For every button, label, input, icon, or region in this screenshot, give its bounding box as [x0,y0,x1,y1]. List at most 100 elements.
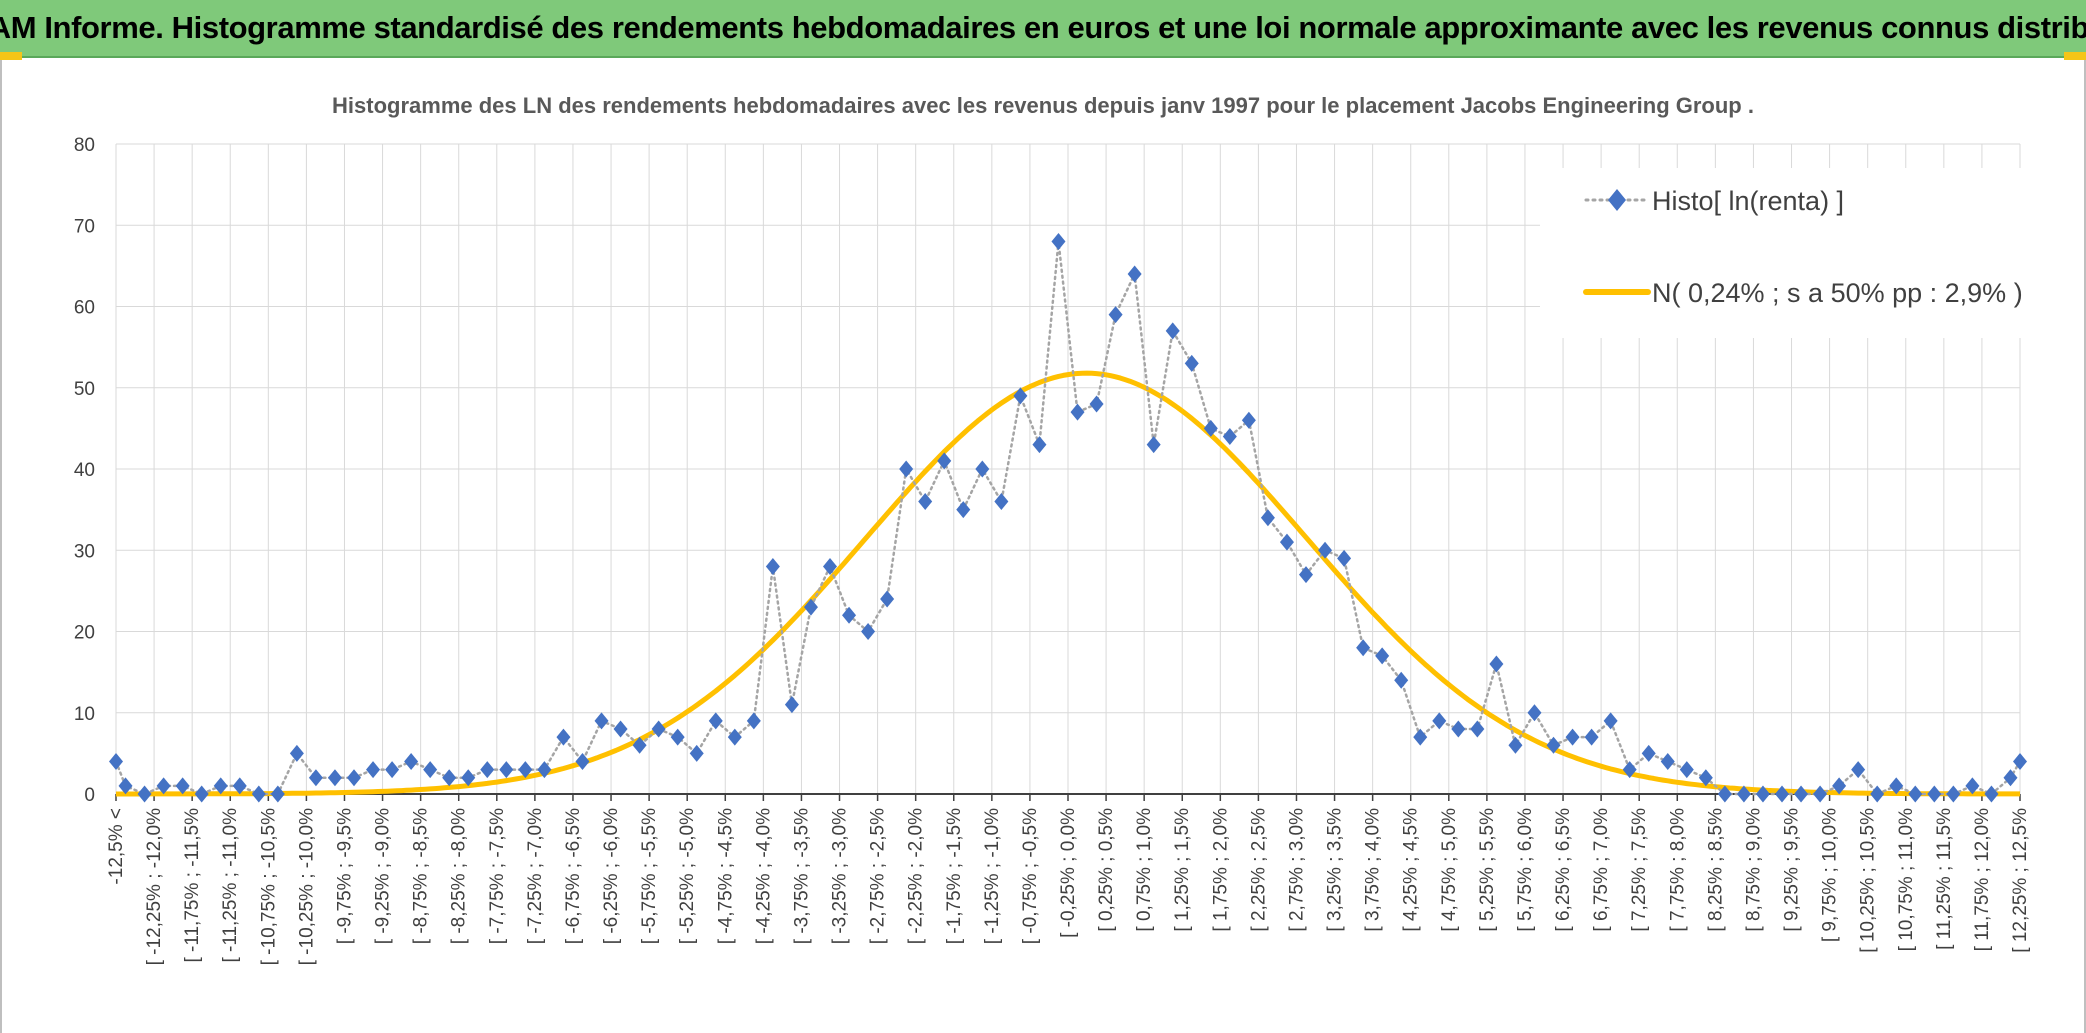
histogram-point [137,785,152,803]
histogram-point [1508,736,1523,754]
legend-background [1540,168,2060,338]
x-tick-label: [ -5,75% ; -5,5% [639,808,660,944]
histogram-point [975,460,990,478]
histogram-point [1584,728,1599,746]
histogram-point [880,590,895,608]
histogram-point [1375,647,1390,665]
x-tick-label: [ -2,75% ; -2,5% [868,808,889,944]
histogram-point [1470,720,1485,738]
y-tick-label: 80 [74,135,95,156]
histogram-point [1717,785,1732,803]
histogram-point [861,623,876,640]
histogram-point [213,777,228,795]
x-tick-label: [ -6,25% ; -6,0% [601,808,622,944]
histogram-point [251,785,266,803]
histogram-point [1641,744,1656,762]
y-axis: 0 10 20 30 40 50 60 70 80 [74,135,95,806]
x-tick-label: [ -7,75% ; -7,5% [487,808,508,944]
x-tick-label: -12,5% < [106,808,127,885]
histogram-point [1146,436,1161,454]
x-tick-label: [ 2,75% ; 3,0% [1286,808,1307,932]
accent-corner-right [2064,52,2086,60]
x-tick-label: [ -0,25% ; 0,0% [1058,808,1079,938]
report-title: ADAM Informe. Histogramme standardisé de… [0,10,2086,45]
y-tick-label: 60 [74,298,95,319]
histogram-point [1851,761,1866,779]
histogram-point [1679,761,1694,779]
histogram-point [1736,785,1751,803]
histogram-point [708,712,723,730]
histogram-point [1908,785,1923,803]
histogram-point [784,696,799,714]
histogram-point [670,728,685,746]
histogram-point [499,761,514,779]
x-tick-label: [ -12,25% ; -12,0% [144,808,165,965]
chart-title: Histogramme des LN des rendements hebdom… [332,93,1754,118]
x-tick-label: [ -3,75% ; -3,5% [791,808,812,944]
histogram-point [1965,777,1980,795]
x-tick-label: [ 2,25% ; 2,5% [1248,808,1269,932]
histogram-point [2013,753,2027,770]
histogram-point [1755,785,1770,803]
histogram-point [1318,541,1333,559]
histogram-point [1870,785,1885,803]
histogram-point [1698,769,1713,787]
histogram-point [175,777,190,795]
x-tick-label: [ 7,25% ; 7,5% [1629,808,1650,932]
histogram-point [2003,769,2018,787]
x-tick-label: [ -8,75% ; -8,5% [411,808,432,944]
histogram-point [1184,354,1199,372]
x-tick-label: [ 12,25% ; 12,5% [2010,808,2031,953]
histogram-point [194,785,209,803]
chart-grid [115,143,2021,795]
histogram-point [899,460,914,478]
histogram-point [1413,728,1428,746]
x-tick-label: [ -1,75% ; -1,5% [944,808,965,944]
x-tick-label: [ 9,25% ; 9,5% [1782,808,1803,932]
histogram-point [689,744,704,762]
histogram-point [651,720,666,738]
x-axis: -12,5% < [ -12,25% ; -12,0% [ -11,75% ; -1… [106,793,2031,965]
y-tick-label: 20 [74,623,95,644]
x-tick-label: [ 1,25% ; 1,5% [1172,808,1193,932]
x-tick-label: [ 5,75% ; 6,0% [1515,808,1536,932]
x-tick-label: [ -2,25% ; -2,0% [906,808,927,944]
legend-histo-label: Histo[ ln(renta) ] [1652,186,1844,216]
x-tick-label: [ -9,25% ; -9,0% [373,808,394,944]
histogram-point [937,452,952,470]
histogram-point [423,761,438,779]
histogram-point [1813,785,1828,803]
histogram-point [613,720,628,738]
x-tick-label: [ -3,25% ; -3,0% [830,808,851,944]
histogram-point [1622,761,1637,779]
x-tick-label: [ -4,75% ; -4,5% [715,808,736,944]
x-tick-label: [ 3,75% ; 4,0% [1363,808,1384,932]
histogram-point [842,606,857,624]
histogram-point [461,769,476,787]
histogram-point [1051,233,1066,250]
x-tick-label: [ 4,25% ; 4,5% [1401,808,1422,932]
histogram-point [1356,639,1371,657]
histogram-point [480,761,495,779]
x-tick-label: [ 10,25% ; 10,5% [1858,808,1879,953]
legend-histo-marker [1608,189,1626,211]
histogram-point [1165,322,1180,340]
histogram-point [1203,419,1218,437]
histogram-point [1222,428,1237,445]
x-tick-label: [ 11,25% ; 11,5% [1934,808,1955,950]
histogram-point [803,598,818,616]
normal-curve-series [116,370,2020,797]
histogram-point [594,712,609,730]
histogram-point [1432,712,1447,730]
chart-frame [0,60,2086,1033]
histogram-point [156,777,171,795]
x-tick-label: [ 8,25% ; 8,5% [1705,808,1726,932]
histogram-point [118,777,133,795]
histogram-point [308,769,323,787]
legend-normal-label: N( 0,24% ; s a 50% pp : 2,9% ) [1652,278,2023,308]
histogram-point [1889,777,1904,795]
histogram-point [518,761,533,779]
histogram-point [1489,655,1504,673]
histogram-point [1241,411,1256,429]
histogram-point [1127,265,1142,283]
